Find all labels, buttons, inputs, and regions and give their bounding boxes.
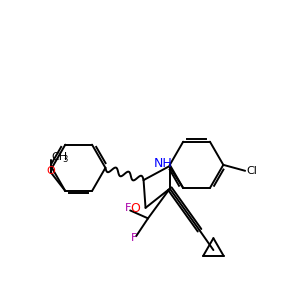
Text: O: O (131, 202, 141, 215)
Text: Cl: Cl (246, 166, 257, 176)
Text: O: O (46, 166, 55, 176)
Text: 3: 3 (62, 155, 68, 164)
Text: F: F (131, 233, 137, 243)
Text: F: F (125, 203, 131, 214)
Text: NH: NH (154, 157, 173, 170)
Text: CH: CH (51, 152, 68, 162)
